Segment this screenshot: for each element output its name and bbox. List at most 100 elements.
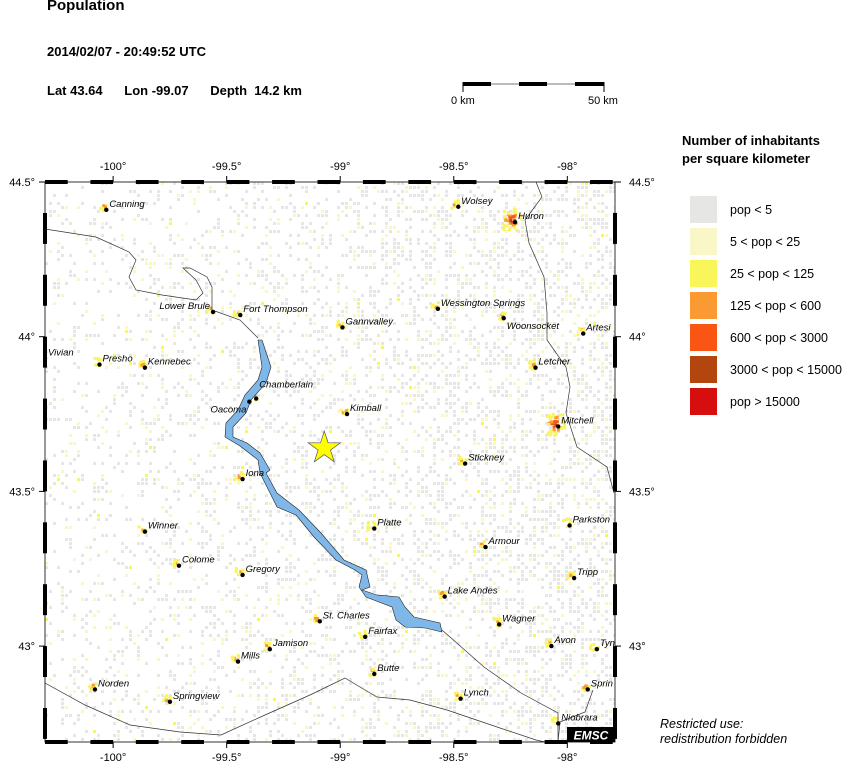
missouri-river-lake (224, 339, 443, 633)
city-kimball: Kimball (344, 403, 382, 417)
emsc-logo: EMSC (567, 727, 615, 743)
city-dot-icon (142, 365, 148, 370)
legend-swatch (690, 324, 717, 351)
city-dot-icon (533, 365, 538, 370)
city-label: Avon (553, 635, 575, 646)
city-dot-icon (240, 476, 245, 482)
city-label: Kimball (350, 403, 382, 414)
city-oacoma: Oacoma (210, 399, 252, 416)
city-dot-icon (344, 411, 350, 417)
legend-item: pop > 15000 (690, 388, 800, 415)
city-fort-thompson: Fort Thompson (238, 304, 308, 318)
city-label: Springview (173, 691, 221, 702)
legend-swatch (690, 388, 717, 415)
city-label: Wagner (502, 613, 536, 624)
city-dot-icon (253, 396, 259, 401)
city-label: Vivian (48, 347, 74, 358)
city-dot-icon (142, 529, 148, 534)
lon-tick-label-bottom: -98° (557, 752, 577, 763)
legend-swatch (690, 196, 717, 223)
lon-tick-label-top: -100° (100, 161, 126, 173)
city-label: Woonsocket (507, 321, 560, 332)
city-label: Lower Brule (159, 301, 210, 312)
city-label: Gregory (246, 564, 282, 575)
lat-tick-label-left: 43° (18, 641, 35, 653)
legend-swatch (690, 292, 717, 319)
state-border-nebraska (45, 677, 546, 742)
city-dot-icon (462, 461, 468, 466)
city-stickney: Stickney (462, 453, 505, 466)
city-dot-icon (317, 619, 322, 624)
city-presho: Presho (97, 354, 133, 367)
lon-tick-label-top: -99° (330, 161, 350, 173)
city-dot-icon (176, 563, 182, 568)
city-dot-icon (372, 671, 377, 677)
city-label: Platte (377, 518, 401, 529)
scale-bar (462, 82, 605, 92)
city-label: Parkston (573, 514, 611, 525)
city-label: Canning (109, 199, 145, 210)
river-line-northwest (45, 228, 259, 339)
lon-tick-label-bottom: -100° (100, 752, 126, 763)
city-norden: Norden (92, 678, 129, 692)
legend-item: 125 < pop < 600 (690, 292, 821, 319)
legend-label: 3000 < pop < 15000 (730, 362, 842, 377)
city-dot-icon (97, 362, 102, 367)
city-gannvalley: Gannvalley (340, 316, 394, 330)
city-label: Winner (148, 521, 179, 532)
lon-tick-label-bottom: -99° (330, 752, 350, 763)
city-label: Norden (98, 678, 129, 689)
city-colome: Colome (176, 555, 215, 568)
legend-item: 600 < pop < 3000 (690, 324, 828, 351)
city-fairfax: Fairfax (362, 626, 398, 640)
city-label: Armour (488, 536, 521, 547)
legend-item: 5 < pop < 25 (690, 228, 800, 255)
city-dot-icon (581, 331, 586, 336)
city-dot-icon (567, 523, 572, 528)
lon-tick-label-top: -99.5° (212, 161, 241, 173)
legend-swatch (690, 356, 717, 383)
lon-tick-label-bottom: -98.5° (439, 752, 468, 763)
legend-label: 25 < pop < 125 (730, 266, 815, 281)
city-mills: Mills (235, 651, 260, 664)
city-dot-icon (585, 687, 590, 692)
city-label: Tripp (577, 567, 598, 578)
city-lower-brule: Lower Brule (159, 301, 216, 315)
city-dot-icon (483, 544, 488, 550)
lat-tick-label-left: 43.5° (9, 486, 35, 498)
city-dot-icon (104, 207, 109, 213)
city-artesi: Artesi (581, 323, 611, 336)
city-label: Gannvalley (345, 316, 394, 327)
legend-label: pop > 15000 (730, 394, 800, 409)
city-dot-icon (267, 646, 273, 652)
city-label: Oacoma (210, 405, 246, 416)
lat-tick-label-left: 44.5° (9, 177, 35, 189)
city-letcher: Letcher (533, 357, 571, 370)
city-winner: Winner (142, 521, 179, 534)
river-line-southeast (557, 689, 594, 742)
event-depth: Depth 14.2 km (210, 83, 302, 98)
lat-tick-label-right: 43.5° (629, 486, 655, 498)
city-dot-icon (442, 594, 447, 599)
city-label: Artesi (585, 323, 611, 334)
city-dot-icon (594, 646, 600, 652)
city-label: Iona (246, 468, 264, 479)
city-dot-icon (435, 306, 441, 312)
city-label: Letcher (539, 357, 572, 368)
usage-note-line1: Restricted use: (660, 717, 744, 731)
city-huron: Huron (512, 211, 544, 225)
city-woonsocket: Woonsocket (501, 315, 560, 332)
map-frame (43, 180, 617, 744)
lat-tick-label-right: 44.5° (629, 177, 655, 189)
lon-tick-label-bottom: -99.5° (212, 752, 241, 763)
city-dot-icon (571, 575, 577, 581)
city-wagner: Wagner (496, 613, 536, 627)
city-dot-icon (372, 526, 377, 531)
city-dot-icon (556, 721, 561, 726)
city-wessington-springs: Wessington Springs (435, 298, 525, 312)
city-dot-icon (456, 204, 461, 209)
city-label: Fairfax (368, 626, 398, 637)
city-layer: Canning Wolsey Huron Lower Brule Fort Thomps… (45, 196, 615, 726)
city-dot-icon (235, 659, 241, 664)
